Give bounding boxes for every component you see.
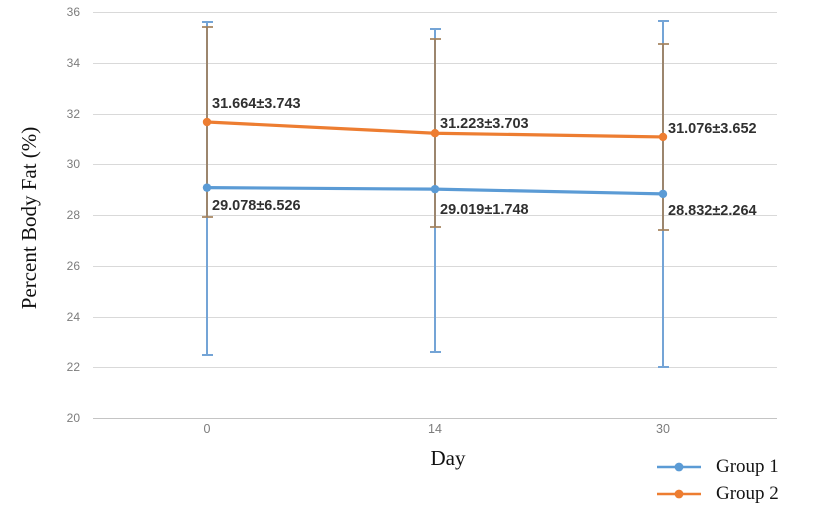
legend-line-marker-icon <box>657 489 701 499</box>
y-tick-label: 28 <box>66 208 80 222</box>
error-bar-cap <box>657 43 669 46</box>
error-bar-cap <box>429 38 441 41</box>
y-tick-label: 34 <box>66 55 80 70</box>
legend-item-group-2: Group 2 <box>656 483 779 505</box>
legend-line-marker-icon <box>657 462 701 472</box>
data-point-marker <box>430 129 440 138</box>
legend-item-group-1: Group 1 <box>656 456 779 478</box>
x-tick-label: 0 <box>203 422 211 436</box>
error-bar-cap <box>657 19 669 22</box>
legend-label: Group 2 <box>716 483 779 504</box>
y-tick-label: 26 <box>66 258 80 273</box>
gridline <box>93 12 777 13</box>
error-bar-cap <box>201 353 213 356</box>
data-point-label: 29.019±1.748 <box>440 202 529 219</box>
error-bar-cap <box>201 216 213 219</box>
legend: Group 1 Group 2 <box>656 456 779 505</box>
error-bar-cap <box>657 366 669 369</box>
error-bar-cap <box>429 28 441 30</box>
error-bar-cap <box>201 21 213 24</box>
error-bar-cap <box>657 228 669 231</box>
legend-label: Group 1 <box>716 456 779 477</box>
y-tick-label: 32 <box>66 106 80 121</box>
x-axis-title: Day <box>430 446 466 470</box>
data-point-marker <box>658 189 668 199</box>
data-point-label: 31.664±3.743 <box>212 96 301 113</box>
x-tick-label: 30 <box>656 422 670 436</box>
data-point-label: 31.223±3.703 <box>440 116 529 133</box>
x-tick-label: 14 <box>428 422 442 436</box>
error-bar-cap <box>201 25 213 28</box>
data-point-marker <box>202 117 212 127</box>
gridline <box>93 418 777 419</box>
data-point-marker <box>430 184 440 194</box>
y-tick-label: 30 <box>66 157 80 172</box>
data-point-label: 29.078±6.526 <box>212 197 301 214</box>
y-tick-label: 36 <box>66 5 80 19</box>
y-tick-label: 24 <box>66 309 80 324</box>
data-point-label: 28.832±2.264 <box>668 202 757 219</box>
y-tick-label: 22 <box>66 360 80 375</box>
data-point-label: 31.076±3.652 <box>668 120 757 137</box>
error-bar-cap <box>429 351 441 354</box>
error-bar-cap <box>429 226 441 229</box>
y-axis-title: Percent Body Fat (%) <box>17 126 41 310</box>
data-point-marker <box>658 132 668 142</box>
gridline <box>93 367 777 369</box>
y-tick-label: 20 <box>66 411 80 425</box>
data-point-marker <box>202 183 212 192</box>
